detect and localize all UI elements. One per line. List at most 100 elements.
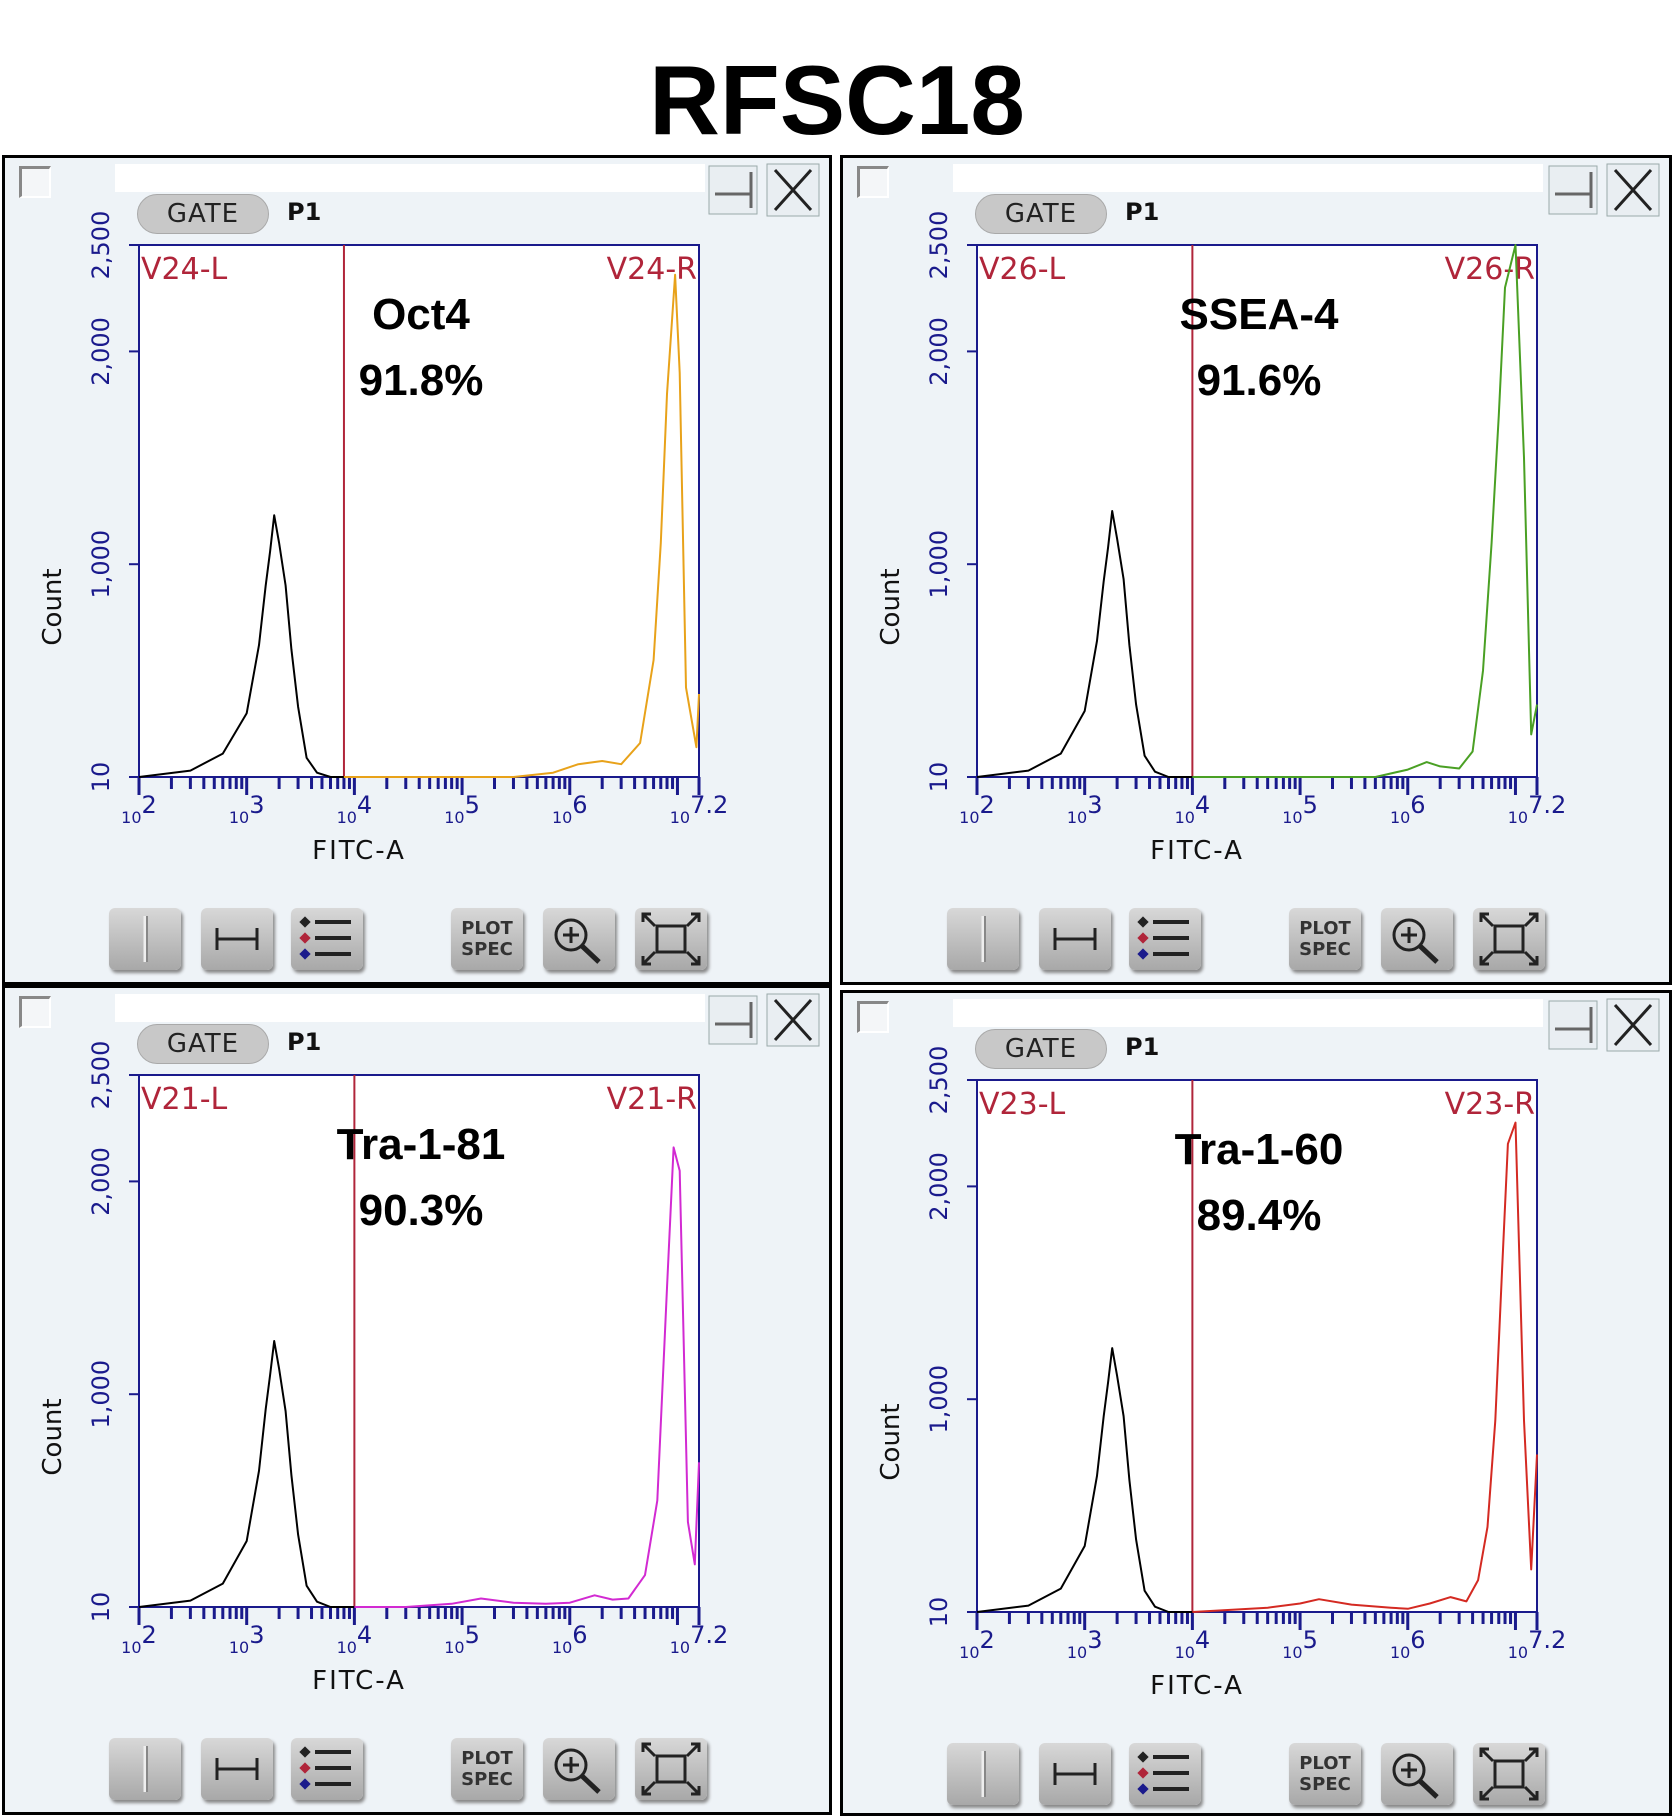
y-tick-label: 10 — [925, 762, 953, 793]
zoom-in-button[interactable] — [543, 1738, 615, 1800]
split-view-icon — [981, 1751, 986, 1797]
panel-title-bar[interactable] — [115, 164, 705, 192]
region-right-label: V24-R — [607, 252, 697, 287]
x-tick-label: 102 — [121, 791, 157, 827]
fit-to-window-icon — [641, 1742, 701, 1796]
y-tick-label: 1,000 — [87, 530, 115, 599]
panel-title-bar[interactable] — [953, 999, 1543, 1027]
control-histogram-line — [138, 514, 344, 778]
zoom-in-icon — [554, 1748, 601, 1794]
y-tick-label: 2,500 — [87, 1041, 115, 1110]
gate-badge[interactable]: GATE — [137, 1024, 269, 1064]
x-tick-label: 107.2 — [1508, 1626, 1567, 1662]
x-axis-label: FITC-A — [312, 836, 406, 866]
fit-to-window-button[interactable] — [1473, 908, 1545, 970]
y-tick-label: 2,000 — [925, 1152, 953, 1221]
fit-to-window-icon — [1479, 912, 1539, 966]
close-icon[interactable] — [1605, 997, 1661, 1053]
zoom-in-button[interactable] — [543, 908, 615, 970]
y-axis-label: Count — [38, 568, 68, 645]
x-tick-label: 104 — [337, 791, 373, 827]
close-icon[interactable] — [765, 162, 821, 218]
y-axis-label: Count — [38, 1398, 68, 1475]
range-gate-button[interactable] — [1039, 1743, 1111, 1805]
control-histogram-line — [976, 1347, 1193, 1613]
gate-badge[interactable]: GATE — [975, 1029, 1107, 1069]
x-tick-label: 102 — [959, 1626, 995, 1662]
fit-to-window-button[interactable] — [1473, 1743, 1545, 1805]
y-tick-label: 1,000 — [925, 1365, 953, 1434]
gate-badge[interactable]: GATE — [137, 194, 269, 234]
minimize-icon[interactable] — [1547, 164, 1599, 216]
legend-list-button[interactable] — [1129, 908, 1201, 970]
x-tick-label: 103 — [1067, 791, 1103, 827]
plot-spec-button[interactable]: PLOT SPEC — [1289, 1743, 1361, 1805]
gate-value: P1 — [287, 1028, 322, 1056]
split-view-icon — [143, 1746, 148, 1792]
marker-label: Tra-1-81 — [337, 1120, 506, 1169]
percent-positive-label: 90.3% — [359, 1186, 484, 1235]
region-left-label: V24-L — [141, 252, 228, 287]
plot-spec-button[interactable]: PLOT SPEC — [451, 908, 523, 970]
legend-list-button[interactable] — [291, 1738, 363, 1800]
legend-list-icon — [1137, 916, 1189, 960]
minimize-icon[interactable] — [707, 994, 759, 1046]
x-tick-label: 102 — [959, 791, 995, 827]
x-tick-label: 104 — [1175, 791, 1211, 827]
close-icon[interactable] — [1605, 162, 1661, 218]
panel-title-bar[interactable] — [953, 164, 1543, 192]
histogram-chart: 10 1,000 2,000 2,500 Count 102 103 104 105 106 107… — [876, 1046, 1567, 1701]
zoom-in-button[interactable] — [1381, 908, 1453, 970]
y-tick-label: 2,000 — [925, 317, 953, 386]
split-view-button[interactable] — [947, 1743, 1019, 1805]
region-right-label: V21-R — [607, 1082, 697, 1117]
gate-value: P1 — [1125, 198, 1160, 226]
y-tick-label: 2,500 — [87, 211, 115, 280]
split-view-button[interactable] — [109, 1738, 181, 1800]
percent-positive-label: 89.4% — [1197, 1191, 1322, 1240]
y-tick-label: 1,000 — [87, 1360, 115, 1429]
panel-select-checkbox[interactable] — [19, 996, 51, 1028]
plot-spec-label: PLOT SPEC — [1299, 918, 1351, 960]
close-icon[interactable] — [765, 992, 821, 1048]
split-view-button[interactable] — [947, 908, 1019, 970]
minimize-icon[interactable] — [1547, 999, 1599, 1051]
legend-list-icon — [299, 916, 351, 960]
histogram-chart: 10 1,000 2,000 2,500 Count 102 103 104 105 106 107… — [38, 211, 728, 866]
histogram-panel-ssea4: GATE P1 10 1,000 2,000 2,500 Count 102 103 104 105… — [840, 155, 1672, 985]
region-right-label: V26-R — [1445, 252, 1535, 287]
stained-histogram-line — [1192, 244, 1538, 778]
histogram-chart: 10 1,000 2,000 2,500 Count 102 103 104 105 106 107… — [876, 211, 1567, 866]
split-view-button[interactable] — [109, 908, 181, 970]
gate-badge[interactable]: GATE — [975, 194, 1107, 234]
legend-list-button[interactable] — [291, 908, 363, 970]
fit-to-window-button[interactable] — [635, 1738, 707, 1800]
x-tick-label: 107.2 — [1508, 791, 1567, 827]
marker-label: SSEA-4 — [1180, 290, 1339, 339]
percent-positive-label: 91.6% — [1197, 356, 1322, 405]
x-axis-label: FITC-A — [1150, 1671, 1244, 1701]
panel-select-checkbox[interactable] — [19, 166, 51, 198]
plot-spec-label: PLOT SPEC — [461, 918, 513, 960]
panel-title-bar[interactable] — [115, 994, 705, 1022]
minimize-icon[interactable] — [707, 164, 759, 216]
marker-label: Tra-1-60 — [1175, 1125, 1344, 1174]
range-gate-button[interactable] — [1039, 908, 1111, 970]
plot-spec-button[interactable]: PLOT SPEC — [1289, 908, 1361, 970]
panel-select-checkbox[interactable] — [857, 1001, 889, 1033]
x-axis-label: FITC-A — [1150, 836, 1244, 866]
y-axis-label: Count — [876, 1403, 906, 1480]
zoom-in-button[interactable] — [1381, 1743, 1453, 1805]
range-gate-button[interactable] — [201, 908, 273, 970]
panel-select-checkbox[interactable] — [857, 166, 889, 198]
legend-list-button[interactable] — [1129, 1743, 1201, 1805]
fit-to-window-icon — [1479, 1747, 1539, 1801]
x-tick-label: 106 — [1390, 1626, 1426, 1662]
legend-list-icon — [1137, 1751, 1189, 1795]
range-gate-button[interactable] — [201, 1738, 273, 1800]
plot-spec-button[interactable]: PLOT SPEC — [451, 1738, 523, 1800]
fit-to-window-button[interactable] — [635, 908, 707, 970]
x-tick-label: 103 — [229, 791, 265, 827]
zoom-in-icon — [1392, 1753, 1439, 1799]
range-gate-icon — [1053, 928, 1097, 950]
